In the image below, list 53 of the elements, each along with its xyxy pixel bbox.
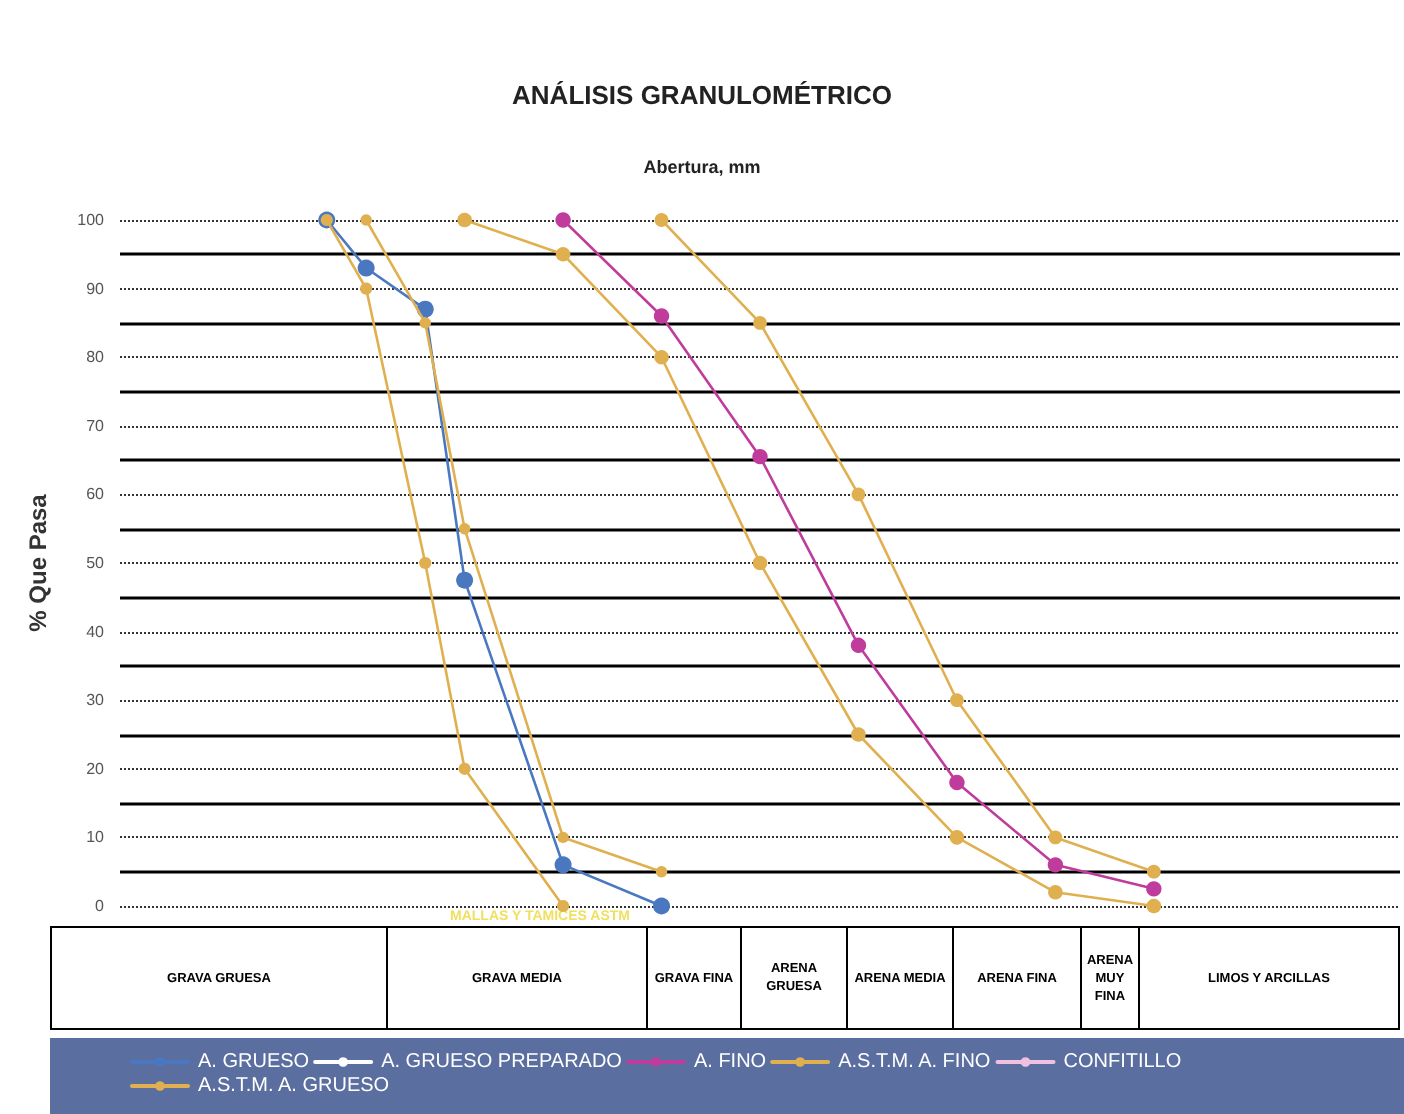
y-tick-label: 40 xyxy=(86,622,106,641)
point xyxy=(1048,884,1063,900)
point xyxy=(357,259,375,277)
point xyxy=(654,349,669,365)
y-tick-label: 90 xyxy=(86,279,106,298)
y-tick-label: 100 xyxy=(77,211,106,229)
point xyxy=(1146,881,1162,897)
y-tick-label: 20 xyxy=(86,759,106,778)
y-tick-label: 0 xyxy=(95,897,106,915)
point xyxy=(555,212,571,228)
y-tick-label: 80 xyxy=(86,348,106,367)
point xyxy=(419,317,431,329)
point xyxy=(655,866,668,878)
point xyxy=(458,523,471,535)
x-axis-title: Abertura, mm xyxy=(643,157,761,177)
point xyxy=(557,831,569,844)
y-tick-label: 50 xyxy=(86,554,106,572)
legend-label: A. GRUESO PREPARADO xyxy=(381,1051,623,1073)
legend-label: A. FINO xyxy=(693,1051,767,1073)
point xyxy=(1048,830,1063,845)
point xyxy=(458,762,471,775)
point xyxy=(554,856,572,874)
point xyxy=(457,212,472,228)
point xyxy=(950,693,964,708)
point xyxy=(360,214,372,226)
point xyxy=(555,247,571,262)
point xyxy=(753,316,767,330)
point xyxy=(419,556,432,570)
point xyxy=(653,897,671,915)
y-tick-label: 30 xyxy=(86,691,106,710)
point xyxy=(850,637,867,654)
point xyxy=(654,213,669,227)
legend-label: A.S.T.M. A. GRUESO xyxy=(198,1075,390,1097)
y-tick-label: 70 xyxy=(86,416,106,435)
y-tick-label: 10 xyxy=(86,828,106,847)
point xyxy=(752,555,768,571)
legend-label: CONFITILLO xyxy=(1063,1051,1182,1073)
point xyxy=(360,282,373,295)
point xyxy=(1146,898,1162,914)
legend-label: A. GRUESO xyxy=(198,1051,310,1073)
legend-label: A.S.T.M. A. FINO xyxy=(838,1051,991,1073)
point xyxy=(1146,864,1161,879)
point xyxy=(456,571,474,589)
point xyxy=(1047,857,1064,873)
point xyxy=(949,830,965,845)
point xyxy=(949,774,965,791)
point xyxy=(752,448,768,465)
point xyxy=(851,487,866,502)
chart-title: ANÁLISIS GRANULOMÉTRICO xyxy=(512,80,892,110)
y-axis-title: % Que Pasa xyxy=(24,493,52,632)
point xyxy=(653,308,670,324)
y-tick-label: 60 xyxy=(86,485,106,504)
point xyxy=(851,727,866,742)
